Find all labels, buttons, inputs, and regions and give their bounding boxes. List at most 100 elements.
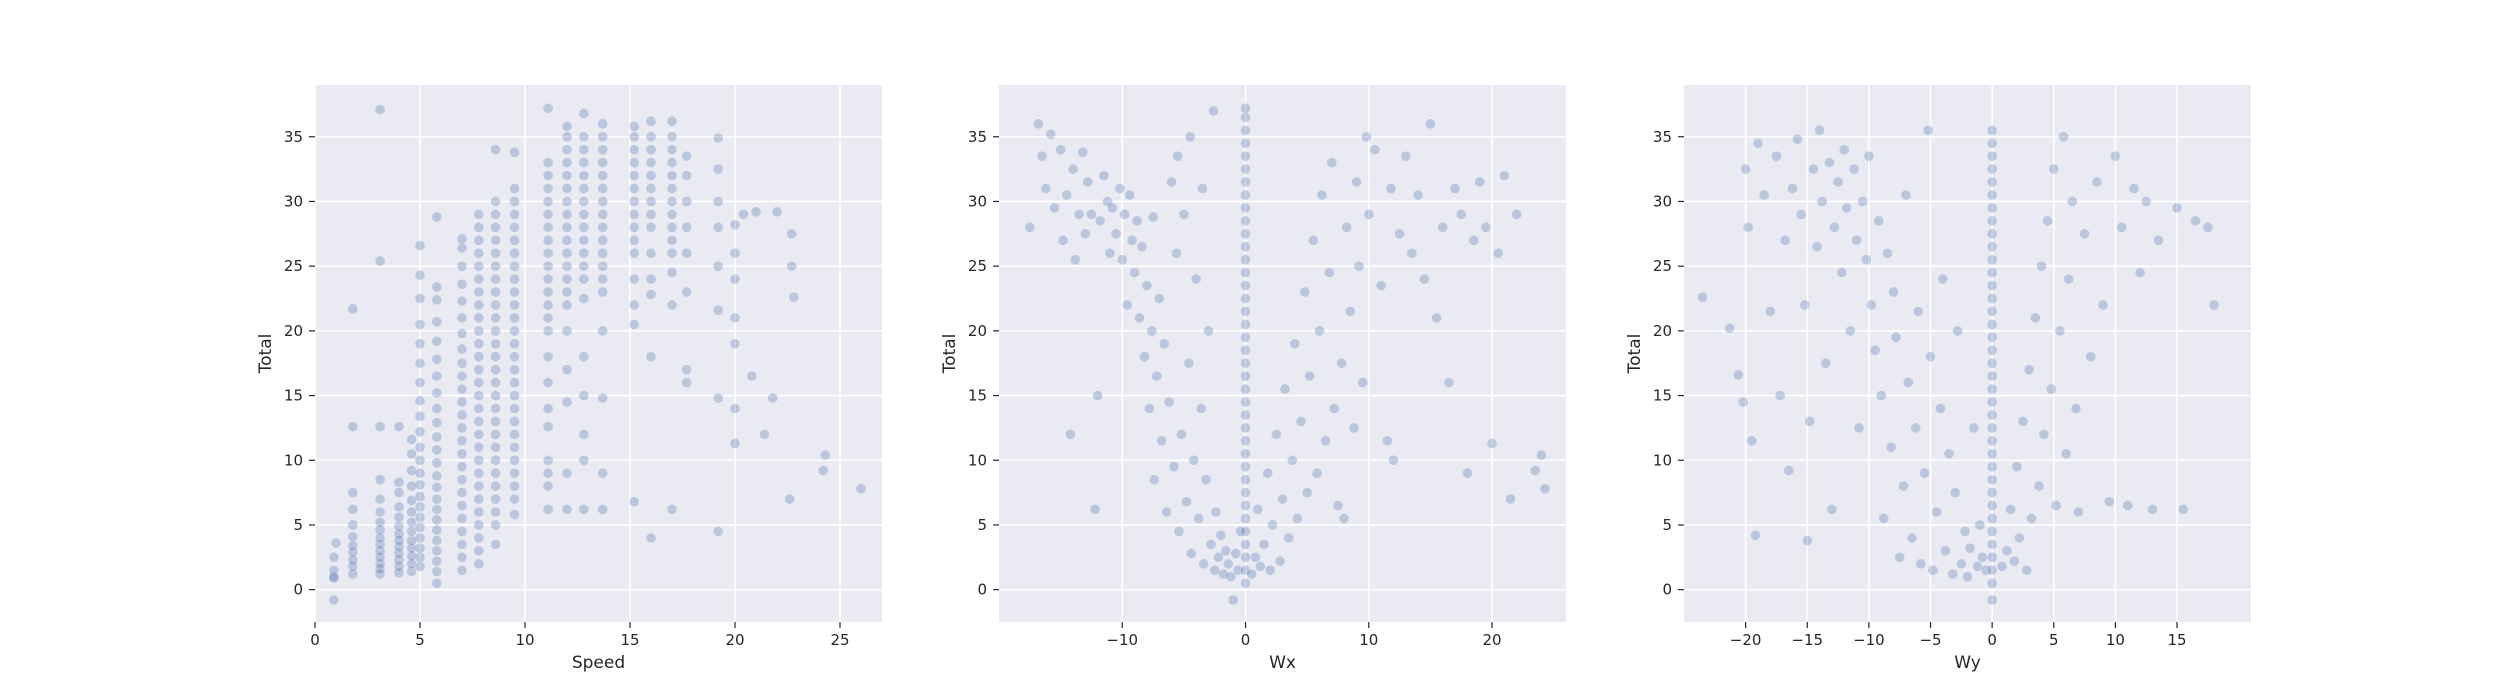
scatter-point — [1857, 196, 1868, 207]
scatter-point — [1320, 435, 1331, 447]
scatter-point — [628, 319, 640, 330]
scatter-point — [509, 467, 520, 479]
scatter-point — [374, 539, 386, 550]
scatter-point — [1866, 299, 1877, 311]
scatter-point — [1110, 228, 1122, 240]
scatter-point — [393, 487, 405, 498]
scatter-point — [2153, 235, 2164, 246]
scatter-point — [1388, 454, 1399, 466]
scatter-point — [1166, 176, 1177, 188]
plot-background — [315, 85, 882, 622]
scatter-point — [1119, 209, 1130, 220]
scatter-point — [597, 144, 609, 155]
scatter-point — [542, 273, 554, 285]
scatter-point — [431, 566, 443, 577]
scatter-point — [645, 351, 657, 363]
scatter-point — [1225, 571, 1236, 583]
scatter-point — [2070, 403, 2082, 414]
y-tick-label: 30 — [968, 192, 987, 210]
scatter-point — [406, 506, 417, 518]
scatter-point — [1156, 435, 1167, 447]
scatter-point — [1771, 150, 1782, 162]
scatter-point — [1986, 125, 1998, 136]
scatter-point — [374, 104, 386, 115]
scatter-point — [1240, 306, 1251, 317]
scatter-point — [681, 377, 693, 388]
scatter-point — [1240, 137, 1251, 149]
scatter-point — [406, 526, 417, 537]
scatter-point — [712, 222, 724, 233]
scatter-point — [561, 170, 573, 181]
scatter-point — [490, 312, 501, 324]
scatter-point — [473, 351, 485, 363]
scatter-point — [578, 454, 590, 466]
scatter-point — [393, 501, 405, 513]
scatter-point — [1227, 594, 1239, 606]
scatter-point — [431, 417, 443, 429]
scatter-point — [666, 196, 678, 207]
scatter-point — [473, 441, 485, 453]
scatter-point — [2147, 504, 2158, 515]
scatter-point — [509, 364, 520, 376]
scatter-point — [490, 260, 501, 272]
x-tick-label: 20 — [1482, 631, 1501, 649]
scatter-point — [1329, 403, 1340, 414]
scatter-point — [784, 493, 795, 505]
scatter-point — [1986, 461, 1998, 473]
scatter-point — [1098, 170, 1110, 181]
scatter-point — [666, 222, 678, 233]
x-tick-label: 0 — [1241, 631, 1251, 649]
plot-background — [999, 85, 1566, 622]
scatter-point — [473, 532, 485, 544]
scatter-point — [1468, 235, 1479, 246]
scatter-point — [2060, 448, 2072, 460]
scatter-point — [1267, 519, 1278, 531]
scatter-point — [456, 526, 468, 537]
scatter-point — [393, 520, 405, 532]
scatter-point — [542, 222, 554, 233]
scatter-point — [1067, 163, 1079, 175]
scatter-point — [1808, 163, 1819, 175]
scatter-point — [1986, 487, 1998, 498]
scatter-point — [414, 395, 426, 407]
scatter-point — [1073, 209, 1085, 220]
y-tick-label: 15 — [1653, 387, 1672, 405]
scatter-point — [597, 247, 609, 259]
scatter-point — [1178, 209, 1190, 220]
scatter-point — [1986, 409, 1998, 421]
y-tick-label: 20 — [968, 322, 987, 340]
scatter-point — [1919, 467, 1930, 479]
scatter-point — [1369, 144, 1381, 155]
scatter-point — [1240, 215, 1251, 227]
scatter-point — [666, 504, 678, 515]
scatter-point — [561, 183, 573, 194]
x-tick-label: 0 — [1987, 631, 1997, 649]
scatter-point — [1183, 357, 1195, 369]
scatter-point — [456, 539, 468, 550]
scatter-point — [681, 364, 693, 376]
scatter-point — [578, 170, 590, 181]
scatter-point — [542, 103, 554, 114]
x-tick-label: 25 — [830, 631, 849, 649]
scatter-point — [1049, 202, 1060, 214]
scatter-point — [1188, 454, 1200, 466]
scatter-point — [1937, 273, 1949, 285]
y-tick-label: 5 — [977, 516, 987, 534]
scatter-point — [328, 551, 340, 563]
scatter-point — [597, 504, 609, 515]
scatter-point — [628, 273, 640, 285]
scatter-point — [374, 517, 386, 528]
scatter-point — [456, 500, 468, 511]
scatter-point — [1732, 369, 1744, 381]
scatter-point — [729, 338, 741, 350]
scatter-point — [456, 513, 468, 524]
scatter-point — [1235, 526, 1246, 537]
scatter-point — [1149, 474, 1160, 486]
scatter-point — [1061, 189, 1073, 201]
scatter-point — [2104, 496, 2115, 508]
scatter-point — [1848, 163, 1860, 175]
y-tick-label: 15 — [968, 387, 987, 405]
scatter-point — [490, 209, 501, 220]
scatter-point — [1240, 189, 1251, 201]
scatter-point — [431, 335, 443, 347]
